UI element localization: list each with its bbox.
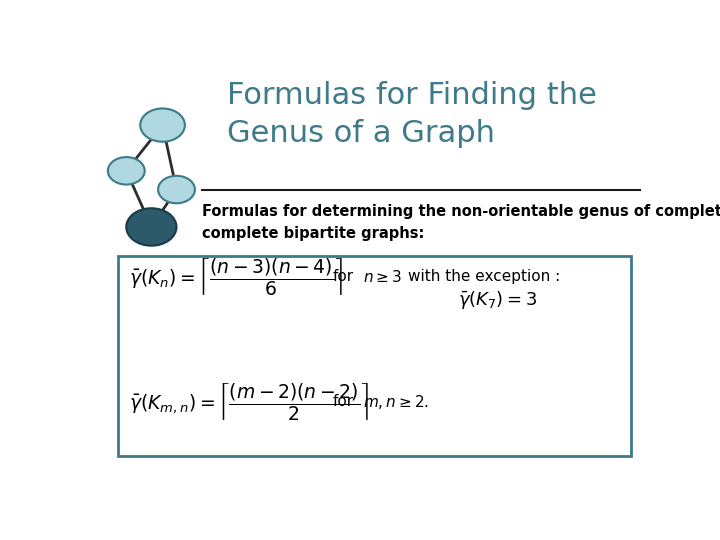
Text: $\bar{\gamma}(K_{m,n}) = \left\lceil \dfrac{(m-2)(n-2)}{2} \right\rceil$: $\bar{\gamma}(K_{m,n}) = \left\lceil \df… <box>129 381 369 422</box>
Circle shape <box>108 157 145 185</box>
Text: $n \geq 3$: $n \geq 3$ <box>364 269 402 285</box>
Text: Genus of a Graph: Genus of a Graph <box>227 119 495 148</box>
Circle shape <box>140 109 185 141</box>
Text: $m, n \geq 2.$: $m, n \geq 2.$ <box>364 393 429 410</box>
Circle shape <box>158 176 195 203</box>
Text: for: for <box>333 394 354 409</box>
Circle shape <box>126 208 176 246</box>
Text: $\bar{\gamma}(K_n) = \left\lceil \dfrac{(n-3)(n-4)}{6} \right\rceil$: $\bar{\gamma}(K_n) = \left\lceil \dfrac{… <box>129 256 343 298</box>
Text: Formulas for determining the non-orientable genus of complete graphs and
complet: Formulas for determining the non-orienta… <box>202 204 720 241</box>
FancyBboxPatch shape <box>118 256 631 456</box>
Text: with the exception :: with the exception : <box>408 269 560 285</box>
Text: $\bar{\gamma}(K_7) = 3$: $\bar{\gamma}(K_7) = 3$ <box>459 289 537 310</box>
Text: Formulas for Finding the: Formulas for Finding the <box>227 82 597 111</box>
Text: for: for <box>333 269 354 285</box>
